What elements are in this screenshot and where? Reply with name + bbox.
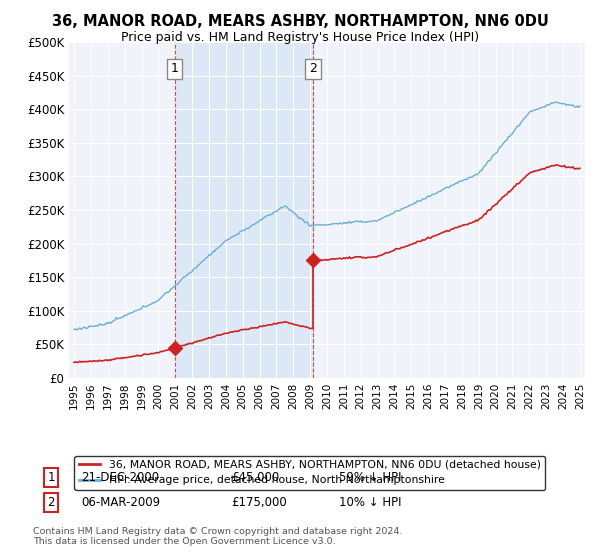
Text: 36, MANOR ROAD, MEARS ASHBY, NORTHAMPTON, NN6 0DU: 36, MANOR ROAD, MEARS ASHBY, NORTHAMPTON… [52,14,548,29]
Text: 1: 1 [171,62,179,76]
Text: 10% ↓ HPI: 10% ↓ HPI [339,496,401,509]
Text: 2: 2 [47,496,55,509]
Text: 59% ↓ HPI: 59% ↓ HPI [339,471,401,484]
Bar [175,42,313,378]
Text: Contains HM Land Registry data © Crown copyright and database right 2024.
This d: Contains HM Land Registry data © Crown c… [33,526,403,546]
Legend: 36, MANOR ROAD, MEARS ASHBY, NORTHAMPTON, NN6 0DU (detached house), HPI: Average: 36, MANOR ROAD, MEARS ASHBY, NORTHAMPTON… [74,456,545,490]
Text: 1: 1 [47,471,55,484]
Text: 06-MAR-2009: 06-MAR-2009 [81,496,160,509]
Text: 21-DEC-2000: 21-DEC-2000 [81,471,159,484]
Text: £175,000: £175,000 [231,496,287,509]
Text: Price paid vs. HM Land Registry's House Price Index (HPI): Price paid vs. HM Land Registry's House … [121,31,479,44]
Text: 2: 2 [309,62,317,76]
Text: £45,000: £45,000 [231,471,279,484]
